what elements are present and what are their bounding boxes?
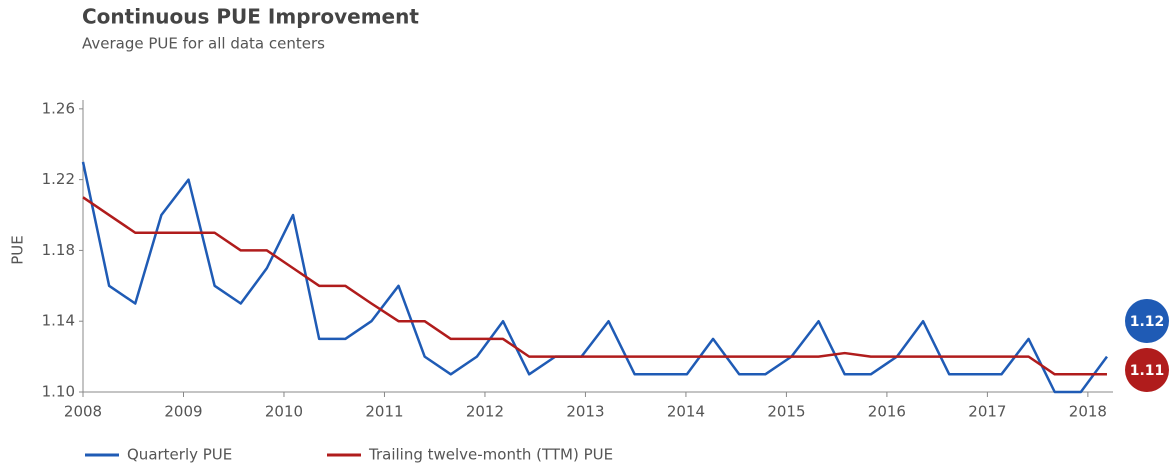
end-badge: [1125, 348, 1169, 392]
x-tick-label: 2017: [968, 403, 1006, 421]
x-tick-label: 2010: [265, 403, 303, 421]
end-badge-label: 1.11: [1130, 363, 1165, 379]
y-tick-label: 1.10: [42, 383, 75, 401]
legend-label: Trailing twelve-month (TTM) PUE: [368, 446, 613, 464]
x-tick-label: 2014: [667, 403, 705, 421]
y-axis-label: PUE: [9, 235, 27, 265]
chart-title: Continuous PUE Improvement: [82, 5, 419, 29]
end-badge: [1125, 299, 1169, 343]
data-line: [81, 161, 1108, 394]
x-tick-label: 2009: [164, 403, 202, 421]
legend-label: Quarterly PUE: [127, 446, 232, 464]
y-tick-label: 1.18: [42, 241, 75, 259]
end-badge-label: 1.12: [1130, 314, 1165, 330]
y-tick-label: 1.14: [42, 312, 75, 330]
x-tick-label: 2018: [1069, 403, 1107, 421]
x-tick-label: 2013: [566, 403, 604, 421]
x-tick-label: 2015: [767, 403, 805, 421]
data-line: [82, 196, 1107, 376]
y-tick-label: 1.26: [42, 99, 75, 117]
x-tick-label: 2011: [365, 403, 403, 421]
x-tick-label: 2012: [466, 403, 504, 421]
x-tick-label: 2016: [868, 403, 906, 421]
x-tick-label: 2008: [64, 403, 102, 421]
y-tick-label: 1.22: [42, 170, 75, 188]
chart-subtitle: Average PUE for all data centers: [82, 35, 325, 53]
